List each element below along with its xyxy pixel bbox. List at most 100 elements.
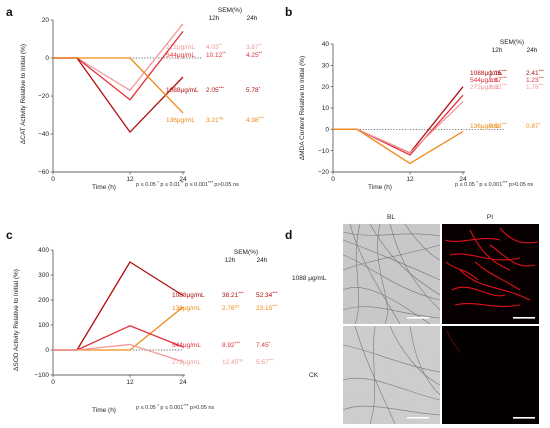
sem-24h-a-1: 4.25** bbox=[246, 51, 262, 60]
sem-24h-value: 7.45 bbox=[256, 342, 269, 349]
column-label-bl: BL bbox=[387, 214, 395, 221]
y-tick-label-b: 20 bbox=[322, 84, 330, 91]
sem-header-24h-b: 24h bbox=[527, 47, 538, 54]
footnote-part: p ≤ 0.001 bbox=[185, 182, 208, 188]
series-line-a-3 bbox=[53, 57, 184, 114]
sem-12h-significance: *** bbox=[219, 86, 225, 91]
x-tick-label-b: 24 bbox=[459, 176, 467, 183]
sem-24h-value: 4.98 bbox=[246, 117, 259, 124]
sem-header-12h-a: 12h bbox=[209, 15, 220, 22]
panel-b-xlabel: Time (h) bbox=[368, 184, 392, 191]
sem-24h-value: 4.25 bbox=[246, 52, 259, 59]
footnote-part: * bbox=[157, 180, 160, 185]
sem-24h-c-3: 5.67*** bbox=[256, 358, 274, 367]
series-line-c-0 bbox=[53, 261, 184, 351]
sem-24h-c-0: 52.34*** bbox=[256, 291, 278, 300]
sem-24h-significance: *** bbox=[539, 76, 545, 81]
footnote-part: ** bbox=[180, 180, 185, 185]
sem-24h-b-1: 1.23*** bbox=[526, 76, 544, 85]
sem-24h-significance: *** bbox=[259, 116, 265, 121]
sem-24h-value: 0.87 bbox=[526, 123, 539, 130]
series-line-a-1 bbox=[53, 31, 184, 101]
sem-24h-a-3: 4.98*** bbox=[246, 116, 264, 125]
series-line-b-2 bbox=[333, 101, 464, 154]
sem-12h-value: 2.05 bbox=[206, 87, 219, 94]
sem-24h-significance: *** bbox=[272, 304, 278, 309]
panel-a-xlabel: Time (h) bbox=[92, 184, 116, 191]
footnote-part: *** bbox=[208, 180, 215, 185]
sem-12h-c-1: 2.76ns bbox=[222, 304, 240, 313]
y-tick-label-a: −40 bbox=[38, 131, 49, 138]
footnote-part: p ≤ 0.001 bbox=[160, 405, 183, 411]
sem-24h-a-0: 3.87** bbox=[246, 43, 262, 52]
sem-12h-significance: *** bbox=[502, 69, 508, 74]
significance-footnote-c: p ≤ 0.05 * p ≤ 0.001*** p>0.05 ns bbox=[136, 403, 214, 411]
series-label-b-3: 136μg/mL bbox=[470, 123, 499, 130]
series-label-a-3: 136μg/mL bbox=[166, 117, 195, 124]
significance-footnote-a: p ≤ 0.05 * p ≤ 0.01** p ≤ 0.001*** p>0.0… bbox=[136, 180, 239, 188]
footnote-part: p>0.05 ns bbox=[190, 405, 215, 411]
sem-24h-significance: * bbox=[259, 86, 261, 91]
y-tick-label-c: 200 bbox=[38, 297, 49, 304]
footnote-part: p>0.05 ns bbox=[214, 182, 239, 188]
sem-12h-value: 1.15 bbox=[489, 70, 502, 77]
sem-24h-b-3: 0.87* bbox=[526, 122, 541, 131]
sem-header-title-a: SEM(%) bbox=[218, 7, 242, 14]
y-tick-label-c: 0 bbox=[45, 347, 49, 354]
sem-12h-significance: ns bbox=[238, 358, 244, 363]
sem-12h-c-0: 38.21*** bbox=[222, 291, 244, 300]
y-tick-label-b: 30 bbox=[322, 63, 330, 70]
sem-24h-value: 2.41 bbox=[526, 70, 539, 77]
footnote-part: *** bbox=[183, 403, 190, 408]
sem-24h-c-1: 23.15*** bbox=[256, 304, 278, 313]
series-label-a-0: 272μg/mL bbox=[166, 44, 195, 51]
sem-12h-value: 2.76 bbox=[222, 305, 235, 312]
y-tick-label-a: −20 bbox=[38, 93, 49, 100]
sem-12h-c-2: 8.92*** bbox=[222, 341, 240, 350]
panel-a-ylabel: ΔCAT Activity Relative to Initial (%) bbox=[20, 44, 27, 144]
x-tick-label-a: 24 bbox=[179, 176, 187, 183]
series-line-b-3 bbox=[333, 128, 464, 165]
y-tick-label-a: −60 bbox=[38, 169, 49, 176]
sem-12h-b-1: 1.87*** bbox=[489, 76, 507, 85]
sem-24h-value: 1.23 bbox=[526, 77, 539, 84]
sem-24h-significance: * bbox=[539, 122, 541, 127]
x-tick-label-c: 24 bbox=[179, 379, 187, 386]
sem-12h-value: 10.12 bbox=[206, 52, 223, 59]
sem-12h-significance: ns bbox=[235, 304, 241, 309]
footnote-part: p ≤ 0.01 bbox=[160, 182, 180, 188]
series-label-b-2: 272μg/mL bbox=[470, 84, 499, 91]
sem-12h-a-2: 2.05*** bbox=[206, 86, 224, 95]
footnote-part: *** bbox=[502, 180, 509, 185]
y-tick-label-a: 20 bbox=[42, 17, 50, 24]
sem-24h-value: 52.34 bbox=[256, 292, 273, 299]
panel-b-ylabel: ΔMDA Content Relative to Initial (%) bbox=[299, 56, 306, 160]
micrograph-pi-ck bbox=[442, 326, 539, 424]
series-label-c-1: 136μg/mL bbox=[172, 305, 201, 312]
sem-12h-value: 12.45 bbox=[222, 359, 239, 366]
y-tick-label-b: 40 bbox=[322, 41, 330, 48]
panel-label-c: c bbox=[6, 228, 13, 242]
sem-12h-value: 8.92 bbox=[222, 342, 235, 349]
sem-12h-c-3: 12.45ns bbox=[222, 358, 244, 367]
footnote-part: p ≤ 0.001 bbox=[479, 182, 502, 188]
sem-24h-significance: *** bbox=[272, 291, 278, 296]
x-tick-label-a: 12 bbox=[126, 176, 134, 183]
sem-24h-value: 5.78 bbox=[246, 87, 259, 94]
panel-label-a: a bbox=[6, 5, 13, 19]
y-tick-label-b: 10 bbox=[322, 105, 330, 112]
sem-12h-significance: ns bbox=[219, 116, 225, 121]
sem-header-24h-c: 24h bbox=[257, 257, 268, 264]
sem-12h-b-2: 2.05*** bbox=[489, 83, 507, 92]
sem-header-24h-a: 24h bbox=[247, 15, 258, 22]
sem-12h-value: 2.05 bbox=[489, 84, 502, 91]
x-tick-label-b: 0 bbox=[331, 176, 335, 183]
series-label-c-0: 1088μg/mL bbox=[172, 292, 205, 299]
y-tick-label-a: 0 bbox=[45, 55, 49, 62]
x-tick-label-a: 0 bbox=[51, 176, 55, 183]
y-tick-label-b: −20 bbox=[318, 169, 329, 176]
sem-24h-significance: * bbox=[269, 341, 271, 346]
